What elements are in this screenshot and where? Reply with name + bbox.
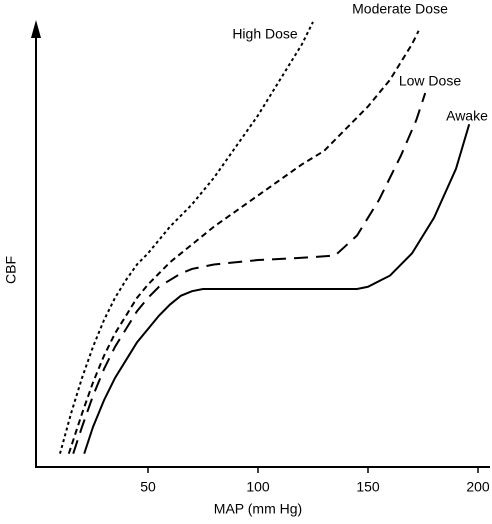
series-label: Moderate Dose: [352, 1, 448, 17]
series-line: [67, 30, 420, 454]
series-label: Awake: [446, 108, 488, 124]
x-tick-label: 200: [466, 479, 490, 495]
x-tick-label: 50: [140, 479, 156, 495]
x-tick-label: 150: [356, 479, 380, 495]
y-axis-arrow: [31, 20, 41, 38]
x-tick-label: 100: [246, 479, 270, 495]
series-label: Low Dose: [399, 73, 461, 89]
series-label: High Dose: [232, 26, 298, 42]
series-line: [83, 123, 471, 454]
x-axis-label: MAP (mm Hg): [214, 501, 302, 517]
series-line: [72, 92, 427, 454]
y-axis-label: CBF: [3, 256, 19, 284]
series-line: [59, 21, 314, 454]
